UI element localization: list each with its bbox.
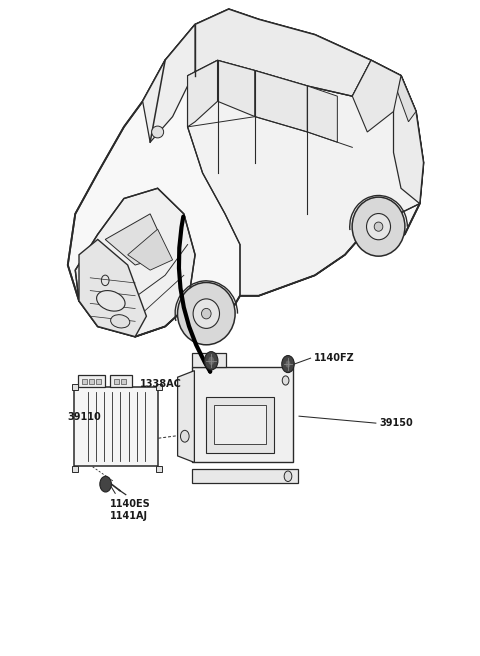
Ellipse shape [110,315,130,328]
Polygon shape [397,75,416,122]
Bar [89,379,94,384]
Circle shape [282,356,294,373]
Polygon shape [143,24,195,142]
Text: 1140ES
1141AJ: 1140ES 1141AJ [110,499,151,521]
Text: 39110: 39110 [67,411,101,422]
Ellipse shape [374,222,383,231]
Polygon shape [75,188,195,337]
Circle shape [100,476,111,492]
Ellipse shape [193,299,219,329]
Polygon shape [128,229,173,270]
Polygon shape [79,239,146,337]
Text: 1140FZ: 1140FZ [314,352,355,363]
Ellipse shape [367,213,391,239]
Bar [214,405,266,444]
Bar [121,379,126,384]
Bar [72,466,78,472]
Polygon shape [307,86,337,142]
Circle shape [284,471,292,482]
Bar [82,379,87,384]
Bar [78,375,105,387]
Polygon shape [217,60,255,117]
Circle shape [282,376,289,385]
Polygon shape [188,60,423,296]
Bar [192,367,293,462]
Circle shape [204,352,218,370]
Ellipse shape [352,197,405,256]
Polygon shape [188,60,217,127]
Bar [114,379,119,384]
Text: 1338AC: 1338AC [140,379,181,389]
Bar [96,379,101,384]
Circle shape [180,430,189,442]
Polygon shape [192,353,226,367]
Ellipse shape [96,291,125,311]
Polygon shape [178,371,194,462]
Bar [110,375,132,387]
Polygon shape [255,71,307,132]
Bar [156,466,162,472]
Circle shape [208,356,215,365]
Polygon shape [394,75,423,203]
Polygon shape [105,214,169,265]
Ellipse shape [152,126,164,138]
Bar [206,397,274,453]
Ellipse shape [202,308,211,319]
Polygon shape [68,9,423,337]
Polygon shape [165,9,371,101]
Bar [72,384,78,390]
Polygon shape [352,60,401,132]
Circle shape [285,360,291,368]
FancyArrowPatch shape [179,216,210,372]
Bar [156,384,162,390]
Ellipse shape [178,283,235,345]
Bar [74,387,158,466]
Text: 39150: 39150 [379,418,413,428]
Polygon shape [192,469,298,483]
